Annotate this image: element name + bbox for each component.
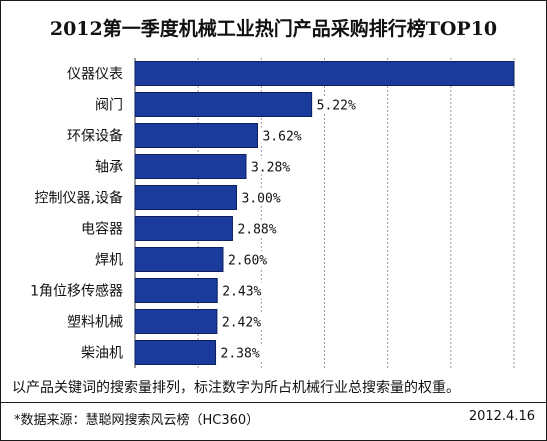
category-label: 环保设备 xyxy=(67,128,123,145)
data-label-bg xyxy=(219,313,264,330)
data-label-bg xyxy=(260,127,305,144)
data-label-bg xyxy=(248,158,293,175)
data-label-bg xyxy=(314,96,359,113)
data-label: 2.60% xyxy=(228,254,267,269)
category-label: 焊机 xyxy=(95,253,123,269)
data-label: 5.22% xyxy=(317,99,356,114)
data-label: 2.42% xyxy=(222,316,261,331)
category-label: 轴承 xyxy=(95,160,123,176)
bar xyxy=(134,154,247,179)
data-label: 2.38% xyxy=(221,347,260,362)
bar xyxy=(134,309,218,334)
data-label: 3.00% xyxy=(242,192,281,207)
data-label-bg xyxy=(225,251,270,268)
chart-title: 2012第一季度机械工业热门产品采购排行榜TOP10 xyxy=(49,18,498,40)
data-source: *数据来源：慧聪网搜索风云榜（HC360） xyxy=(14,413,260,428)
bar xyxy=(134,61,515,86)
bar xyxy=(134,92,313,117)
category-label: 电容器 xyxy=(81,221,123,238)
bar xyxy=(134,247,224,272)
category-label: 阀门 xyxy=(95,98,123,114)
data-label-bg xyxy=(235,220,280,237)
category-label: 柴油机 xyxy=(81,346,123,362)
data-label-bg xyxy=(239,189,284,206)
data-label: 3.28% xyxy=(251,161,290,176)
chart-note: 以产品关键词的搜索量排列，标注数字为所占机械行业总搜索量的权重。 xyxy=(12,380,460,396)
data-label: 2.88% xyxy=(237,223,276,238)
data-label-bg xyxy=(220,282,265,299)
bar xyxy=(134,340,217,365)
category-label: 1角位移传感器 xyxy=(30,283,123,300)
bar xyxy=(134,216,233,241)
bar xyxy=(134,278,218,303)
footer-divider xyxy=(0,402,547,403)
bar xyxy=(134,185,238,210)
category-label: 控制仪器,设备 xyxy=(35,190,123,207)
category-label: 塑料机械 xyxy=(67,315,123,331)
category-label: 仪器仪表 xyxy=(67,67,123,83)
bar xyxy=(134,123,258,148)
data-label: 2.43% xyxy=(222,285,261,300)
data-label: 3.62% xyxy=(262,130,301,145)
data-label-bg xyxy=(218,344,263,361)
publish-date: 2012.4.16 xyxy=(468,409,535,424)
